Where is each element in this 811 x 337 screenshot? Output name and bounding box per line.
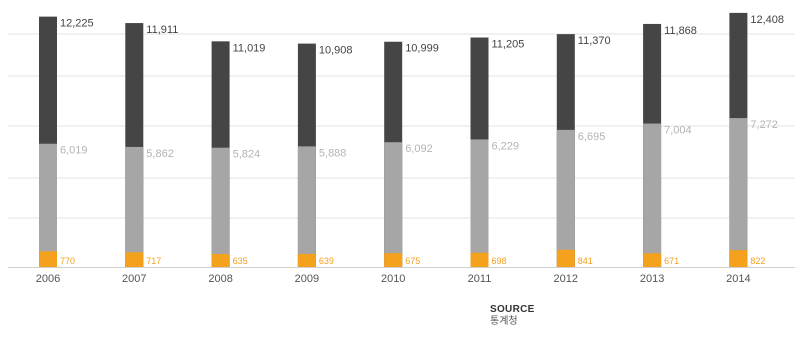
bar-2012-s2 (556, 129, 575, 267)
data-label-2014-s1: 12,408 (750, 14, 784, 26)
data-label-2007-s2: 5,862 (146, 148, 174, 160)
data-label-2010-s3: 675 (405, 256, 420, 266)
bar-2014-s2 (729, 118, 748, 267)
x-tick-label-2009: 2009 (295, 273, 319, 285)
data-label-2007-s3: 717 (146, 256, 161, 266)
data-label-2011-s2: 6,229 (492, 140, 520, 152)
data-label-2013-s1: 11,868 (664, 25, 697, 37)
data-label-2012-s2: 6,695 (578, 131, 606, 143)
bar-2007-s3 (125, 252, 144, 267)
data-label-2011-s3: 698 (492, 256, 507, 266)
bar-2007-s2 (125, 146, 144, 267)
x-tick-label-2007: 2007 (122, 273, 146, 285)
source-value: 통계청 (490, 316, 518, 327)
x-tick-label-2008: 2008 (208, 273, 232, 285)
x-tick-label-2014: 2014 (726, 273, 750, 285)
x-tick-label-2006: 2006 (36, 273, 60, 285)
data-label-2012-s3: 841 (578, 256, 593, 266)
data-label-2011-s1: 11,205 (492, 39, 525, 51)
data-label-2006-s2: 6,019 (60, 145, 88, 157)
x-tick-label-2013: 2013 (640, 273, 664, 285)
bar-2014-s3 (729, 250, 748, 267)
data-label-2014-s2: 7,272 (750, 119, 778, 131)
bar-2009-s2 (297, 146, 316, 267)
bar-2012-s3 (556, 249, 575, 267)
data-label-2009-s2: 5,888 (319, 147, 347, 159)
data-label-2007-s1: 11,911 (146, 24, 178, 36)
data-label-2009-s3: 639 (319, 256, 334, 266)
data-label-2013-s3: 671 (664, 256, 679, 266)
data-label-2012-s1: 11,370 (578, 35, 611, 47)
source-note: SOURCE 통계청 (490, 304, 570, 328)
x-tick-label-2012: 2012 (554, 273, 578, 285)
data-label-2014-s3: 822 (750, 256, 765, 266)
data-label-2006-s3: 770 (60, 256, 75, 266)
bar-2011-s2 (470, 139, 489, 267)
data-label-2008-s2: 5,824 (233, 149, 261, 161)
x-tick-label-2011: 2011 (468, 273, 492, 285)
bar-2006-s2 (39, 143, 57, 267)
bar-2010-s2 (384, 142, 403, 267)
x-tick-label-2010: 2010 (381, 273, 405, 285)
data-label-2013-s2: 7,004 (664, 125, 692, 137)
source-title: SOURCE (490, 304, 535, 315)
data-label-2010-s1: 10,999 (405, 43, 439, 55)
data-label-2006-s1: 12,225 (60, 18, 94, 30)
bar-2013-s2 (643, 123, 662, 268)
data-label-2008-s3: 635 (233, 256, 248, 266)
bar-2009-s3 (297, 253, 316, 267)
bar-2010-s3 (384, 253, 403, 267)
data-label-2009-s1: 10,908 (319, 45, 353, 57)
bar-2006-s3 (39, 251, 57, 267)
data-label-2010-s2: 6,092 (405, 143, 433, 155)
bar-2008-s2 (211, 147, 230, 267)
bar-2008-s3 (211, 253, 230, 267)
bar-2011-s3 (470, 252, 489, 267)
data-label-2008-s1: 11,019 (233, 42, 266, 54)
bar-2013-s3 (643, 253, 662, 267)
